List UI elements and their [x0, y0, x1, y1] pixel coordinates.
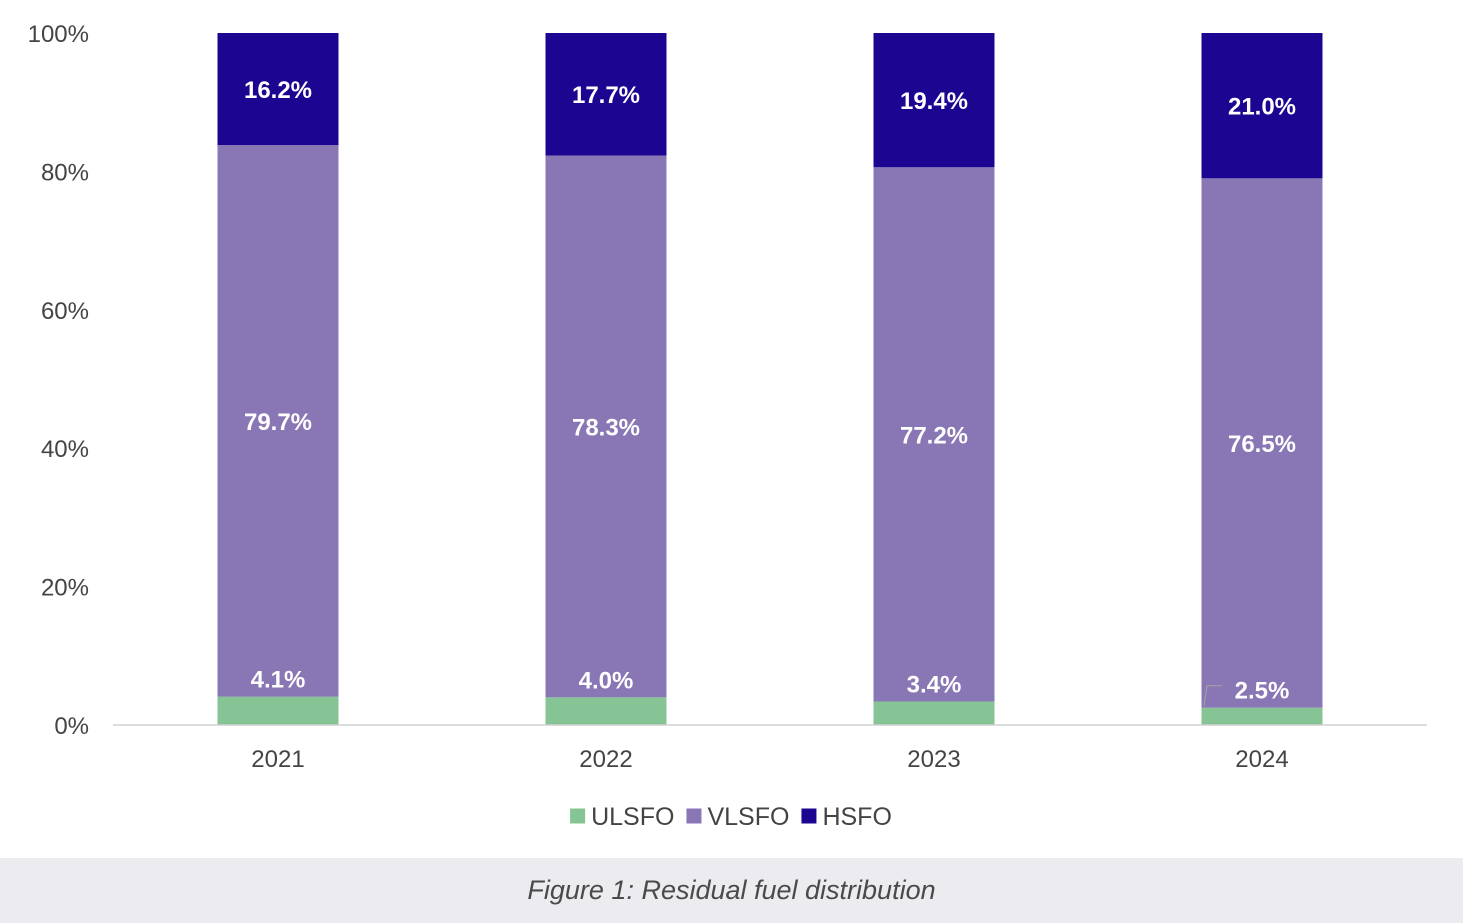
- x-axis-ticks: 2021 2022 2023 2024: [251, 746, 1288, 773]
- data-label-vlsfo-2023: 77.2%: [900, 422, 968, 449]
- data-labels: 4.1% 79.7% 16.2% 4.0% 78.3% 17.7% 3.4% 77.2% 19.…: [244, 77, 1296, 706]
- legend-swatch-hsfo: [801, 808, 817, 824]
- x-tick-label: 2021: [251, 746, 304, 773]
- data-label-hsfo-2021: 16.2%: [244, 77, 312, 104]
- bar-ulsfo-2024: [1201, 707, 1323, 725]
- leader-line: [1203, 685, 1222, 706]
- bar-hsfo-2023: [873, 33, 995, 168]
- chart-area: 0% 20% 40% 60% 80% 100% 4.1% 79.7% 16.2% 4.0% 78.…: [27, 21, 1427, 831]
- y-tick-label: 100%: [28, 21, 89, 48]
- data-label-ulsfo-2023: 3.4%: [907, 671, 962, 698]
- stacked-bar-chart: 0% 20% 40% 60% 80% 100% 4.1% 79.7% 16.2% 4.0% 78.…: [28, 21, 1427, 831]
- bar-vlsfo-2022: [545, 155, 667, 698]
- y-tick-label: 20%: [41, 575, 89, 602]
- x-tick-label: 2022: [579, 746, 632, 773]
- data-label-vlsfo-2022: 78.3%: [572, 414, 640, 441]
- y-tick-label: 60%: [41, 298, 89, 325]
- bar-ulsfo-2021: [217, 696, 339, 725]
- legend-label-ulsfo: ULSFO: [591, 803, 674, 831]
- y-tick-label: 80%: [41, 159, 89, 186]
- bar-vlsfo-2023: [873, 167, 995, 702]
- data-label-ulsfo-2022: 4.0%: [579, 667, 634, 694]
- legend: ULSFO VLSFO HSFO: [570, 803, 892, 831]
- data-label-ulsfo-2021: 4.1%: [251, 667, 306, 694]
- data-label-vlsfo-2024: 76.5%: [1228, 431, 1296, 458]
- bar-vlsfo-2024: [1201, 178, 1323, 708]
- y-tick-label: 40%: [41, 436, 89, 463]
- bar-hsfo-2022: [545, 33, 667, 156]
- data-label-vlsfo-2021: 79.7%: [244, 409, 312, 436]
- data-label-hsfo-2024: 21.0%: [1228, 94, 1296, 121]
- legend-swatch-ulsfo: [570, 808, 586, 824]
- figure-caption-bar: Figure 1: Residual fuel distribution: [0, 858, 1463, 923]
- x-tick-label: 2024: [1235, 746, 1288, 773]
- bar-ulsfo-2022: [545, 697, 667, 725]
- bars: [217, 33, 1323, 725]
- legend-label-hsfo: HSFO: [822, 803, 891, 831]
- bar-hsfo-2024: [1201, 33, 1323, 179]
- y-tick-label: 0%: [54, 713, 89, 740]
- y-axis-ticks: 0% 20% 40% 60% 80% 100%: [28, 21, 89, 740]
- bar-hsfo-2021: [217, 33, 339, 146]
- legend-label-vlsfo: VLSFO: [707, 803, 789, 831]
- figure-caption: Figure 1: Residual fuel distribution: [527, 875, 936, 905]
- legend-swatch-vlsfo: [686, 808, 702, 824]
- data-label-hsfo-2023: 19.4%: [900, 88, 968, 115]
- data-label-hsfo-2022: 17.7%: [572, 82, 640, 109]
- bar-vlsfo-2021: [217, 145, 339, 697]
- x-tick-label: 2023: [907, 746, 960, 773]
- bar-ulsfo-2023: [873, 701, 995, 725]
- data-label-ulsfo-2024: 2.5%: [1235, 678, 1290, 705]
